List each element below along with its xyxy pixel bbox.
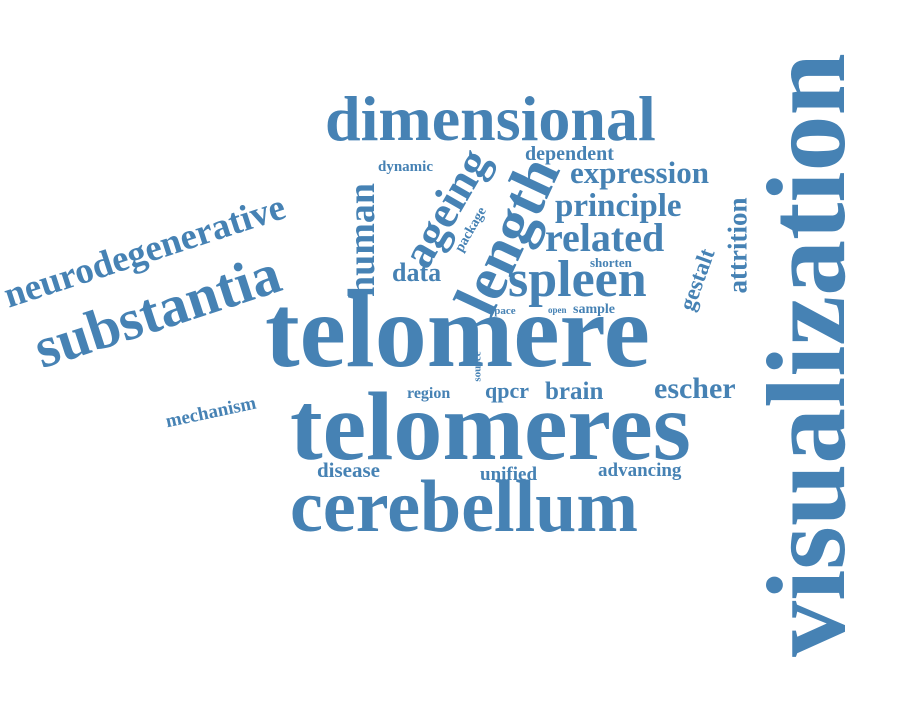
word-telomere: telomere [265,274,650,389]
word-cerebellum: cerebellum [290,466,638,548]
word-telomeres: telomeres [290,373,691,481]
word-attrition: attrition [722,197,753,294]
word-open: open [548,305,567,315]
word-dynamic: dynamic [378,159,434,175]
word-visualization: visualization [744,53,869,657]
word-mechanism: mechanism [163,392,259,433]
word-brain: brain [545,378,604,405]
word-source: source [471,351,484,382]
word-unified: unified [480,464,538,485]
word-gestalt: gestalt [674,245,720,314]
word-related: related [545,215,665,260]
word-advancing: advancing [598,460,682,481]
word-spleen: spleen [508,251,647,308]
word-data: data [392,258,442,287]
word-sample: sample [573,302,615,317]
word-disease: disease [317,458,380,482]
word-dependent: dependent [525,143,614,165]
word-escher: escher [654,372,736,405]
word-shorten: shorten [590,255,632,270]
word-space: space [490,305,516,317]
word-principle: principle [555,188,682,224]
word-expression: expression [570,155,709,190]
word-dimensional: dimensional [325,83,656,154]
word-cell: cell [517,331,528,339]
word-human: human [341,182,384,298]
word-qpcr: qpcr [485,378,529,403]
word-region: region [407,385,451,402]
